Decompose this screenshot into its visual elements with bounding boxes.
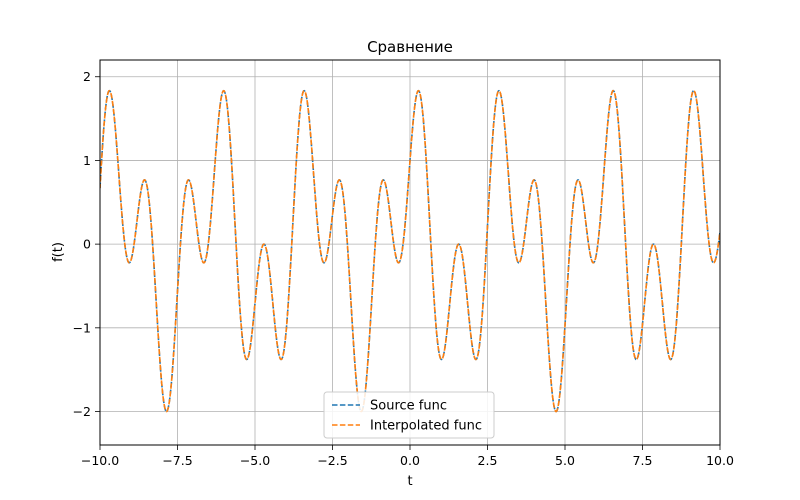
legend-box [323,391,495,439]
legend-label: Interpolated func [370,419,482,434]
y-tick-label: 2 [83,69,91,84]
x-tick-label: −2.5 [317,453,347,468]
y-tick-label: 0 [83,237,91,252]
series-line-interpolated-func [100,89,720,413]
x-tick-label: −7.5 [162,453,192,468]
y-axis: −2 −1 0 1 2 [73,69,100,419]
x-axis-label: t [407,474,412,489]
x-tick-label: 0.0 [400,453,420,468]
x-axis: −10.0 −7.5 −5.0 −2.5 0.0 2.5 5.0 7.5 10.0 [81,445,734,468]
x-tick-label: −5.0 [240,453,270,468]
x-tick-label: 5.0 [555,453,575,468]
y-tick-label: −2 [73,404,91,419]
y-axis-label: f(t) [51,242,66,262]
x-tick-label: −10.0 [81,453,119,468]
legend-label: Source func [370,399,447,414]
legend: Source func Interpolated func [323,391,495,439]
y-tick-label: 1 [83,153,91,168]
series-layer [100,89,720,413]
x-tick-label: 2.5 [478,453,498,468]
x-tick-label: 10.0 [706,453,734,468]
x-tick-label: 7.5 [633,453,653,468]
chart-title: Сравнение [367,38,453,56]
y-tick-label: −1 [73,320,91,335]
